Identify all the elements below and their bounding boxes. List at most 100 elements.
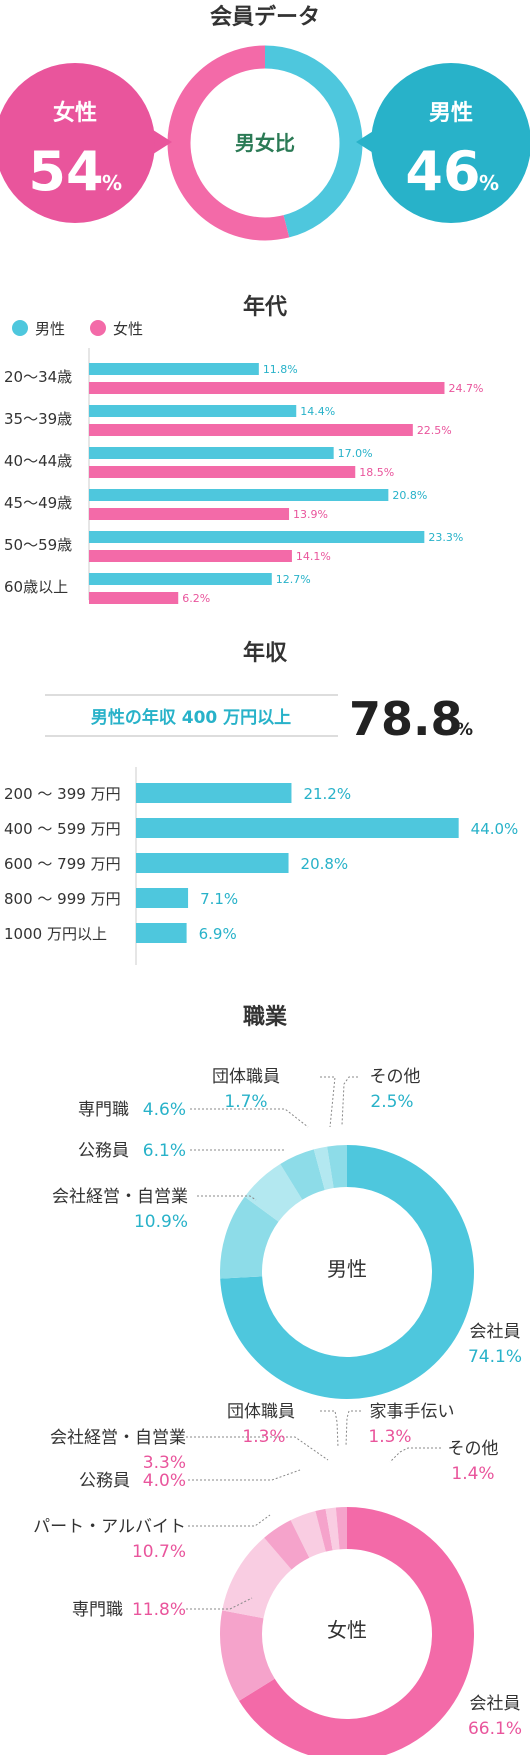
female-occupation-slice (220, 1610, 276, 1701)
female-bubble-label: 女性 (53, 100, 97, 126)
age-bar-female (89, 550, 292, 562)
income-bar (136, 853, 289, 873)
legend-female-swatch (90, 320, 106, 336)
gender-slice (264, 45, 363, 238)
male-occupation-slice (313, 1146, 334, 1191)
female-label-employee-name: 会社員 (470, 1694, 521, 1714)
female-occupation-slice (239, 1507, 474, 1755)
income-bar-value-label: 21.2% (303, 785, 351, 803)
female-occupation-slice (315, 1508, 333, 1552)
female-label-household-name: 家事手伝い (370, 1402, 455, 1422)
income-category-label: 200 ～ 399 万円 (4, 785, 121, 803)
age-bar-value-label: 13.9% (293, 508, 328, 521)
income-bar-value-label: 44.0% (471, 820, 519, 838)
age-bar-female (89, 508, 290, 520)
income-bar-chart: 年収 男性の年収 400 万円以上 78.8 % 200 ～ 399 万円 21.… (4, 640, 518, 965)
income-bar-value-label: 20.8% (301, 855, 349, 873)
male-label-org-name: 団体職員 (212, 1067, 280, 1087)
male-label-exec-name: 会社経営・自営業 (52, 1187, 188, 1207)
legend-male-swatch (12, 320, 28, 336)
male-label-employee-value: 74.1% (468, 1347, 522, 1367)
age-bar-value-label: 11.8% (263, 363, 298, 376)
gender-donut (167, 45, 363, 241)
female-bubble-unit: % (102, 171, 122, 195)
income-category-label: 400 ～ 599 万円 (4, 820, 121, 838)
female-label-employee-value: 66.1% (468, 1719, 522, 1739)
male-occupation-slice (244, 1163, 303, 1223)
female-label-exec-value: 3.3% (143, 1453, 186, 1473)
occupation-section: 職業 男性 団体職員 1.7% その他 2.5% 専門職 4.6% 公務員 6.… (0, 1000, 530, 1755)
female-occupation-slice (325, 1507, 340, 1551)
female-label-other-value: 1.4% (451, 1464, 494, 1484)
occupation-section-title: 職業 (243, 1004, 288, 1030)
age-bar-male (89, 405, 297, 417)
age-category-label: 45～49歳 (4, 494, 72, 512)
age-bar-male (89, 489, 389, 501)
male-occupation-slice (220, 1145, 474, 1399)
male-bubble: 男性 46 % (356, 63, 530, 223)
legend-male-label: 男性 (35, 320, 65, 338)
income-category-label: 600 ～ 799 万円 (4, 855, 121, 873)
income-highlight-value: 78.8 (349, 692, 463, 746)
income-bar (136, 888, 189, 908)
male-label-exec-value: 10.9% (134, 1212, 188, 1232)
age-bar-value-label: 14.4% (300, 405, 335, 418)
income-bars: 200 ～ 399 万円 21.2% 400 ～ 599 万円 44.0% 600 ～ … (4, 783, 518, 943)
age-category-label: 60歳以上 (4, 578, 68, 596)
income-highlight-label: 男性の年収 400 万円以上 (91, 707, 291, 728)
income-bar-value-label: 6.9% (199, 925, 237, 943)
age-bar-female (89, 592, 179, 604)
income-category-label: 800 ～ 999 万円 (4, 890, 121, 908)
male-labels: 団体職員 1.7% その他 2.5% 専門職 4.6% 公務員 6.1% 会社経… (52, 1067, 522, 1367)
income-section: 年収 男性の年収 400 万円以上 78.8 % 200 ～ 399 万円 21.… (0, 635, 530, 975)
age-bar-value-label: 23.3% (428, 531, 463, 544)
male-label-other-name: その他 (370, 1067, 421, 1087)
age-category-label: 40～44歳 (4, 452, 72, 470)
age-bar-value-label: 20.8% (392, 489, 427, 502)
age-bar-male (89, 363, 259, 375)
female-label-household-value: 1.3% (368, 1427, 411, 1447)
age-bar-male (89, 447, 334, 459)
male-label-org-value: 1.7% (224, 1092, 267, 1112)
female-bubble: 女性 54 % (0, 63, 172, 223)
male-bubble-unit: % (479, 171, 499, 195)
income-highlight-unit: % (456, 720, 473, 740)
age-bar-female (89, 424, 413, 436)
age-bar-value-label: 22.5% (417, 424, 452, 437)
age-bar-value-label: 6.2% (182, 592, 210, 605)
female-label-public-name: 公務員 (79, 1471, 130, 1491)
male-bubble-label: 男性 (429, 101, 473, 126)
income-bar (136, 818, 459, 838)
female-label-exec-name: 会社経営・自営業 (50, 1428, 186, 1448)
female-label-parttime-name: パート・アルバイト (33, 1517, 186, 1537)
age-bar-male (89, 573, 272, 585)
age-bar-value-label: 14.1% (296, 550, 331, 563)
age-bar-value-label: 12.7% (276, 573, 311, 586)
male-occupation-slice (220, 1196, 279, 1279)
female-label-org-value: 1.3% (242, 1427, 285, 1447)
male-occupation-donut (220, 1145, 474, 1399)
age-bar-value-label: 18.5% (359, 466, 394, 479)
female-leaders (186, 1410, 441, 1610)
age-bar-value-label: 17.0% (338, 447, 373, 460)
female-label-public-value: 4.0% (143, 1471, 186, 1491)
male-occupation-slice (327, 1145, 348, 1189)
male-label-other-value: 2.5% (370, 1092, 413, 1112)
female-donut-center: 女性 (327, 1618, 367, 1642)
female-bubble-value: 54 (28, 140, 103, 203)
female-label-professional-name: 専門職 (72, 1600, 123, 1620)
age-section-title: 年代 (243, 294, 287, 320)
male-bubble-value: 46 (405, 140, 480, 203)
male-label-employee-name: 会社員 (470, 1322, 521, 1342)
male-occupation-slice (280, 1149, 326, 1201)
male-label-public-value: 6.1% (143, 1141, 186, 1161)
female-occupation-slice (264, 1520, 310, 1570)
gender-donut-center: 男女比 (235, 131, 295, 155)
female-labels: 団体職員 1.3% 家事手伝い 1.3% その他 1.4% 会社経営・自営業 3… (33, 1402, 522, 1739)
gender-section: 会員データ 男女比 女性 54 % 男性 46 % (0, 0, 530, 260)
male-label-public-name: 公務員 (78, 1141, 129, 1161)
female-occupation-slice (222, 1537, 293, 1619)
income-category-label: 1000 万円以上 (4, 925, 107, 943)
gender-ratio-chart: 会員データ 男女比 女性 54 % 男性 46 % (0, 4, 530, 241)
income-bar-value-label: 7.1% (200, 890, 238, 908)
